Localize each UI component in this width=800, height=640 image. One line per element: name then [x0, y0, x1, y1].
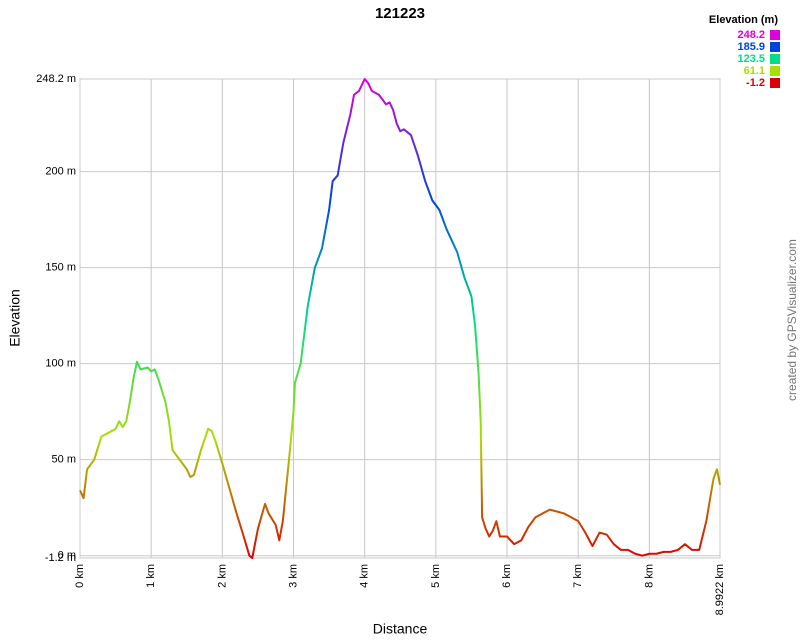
- legend-swatch: [770, 66, 780, 76]
- credit: created by GPSVisualizer.com: [785, 239, 799, 401]
- x-axis-label: Distance: [373, 621, 428, 637]
- legend-title: Elevation (m): [709, 14, 778, 26]
- legend-swatch: [770, 42, 780, 52]
- x-tick-label: 6 km: [501, 564, 513, 588]
- elevation-line: [79, 78, 721, 559]
- y-tick-label: 200 m: [45, 165, 76, 177]
- y-tick-label: 100 m: [45, 358, 76, 370]
- legend-label: -1.2: [746, 77, 765, 89]
- legend-swatch: [770, 54, 780, 64]
- legend-label: 185.9: [737, 41, 765, 53]
- chart-title: 121223: [375, 5, 425, 22]
- legend-label: 123.5: [737, 53, 765, 65]
- y-tick-label: 50 m: [52, 454, 76, 466]
- legend-swatch: [770, 78, 780, 88]
- x-tick-label: 8.9922 km: [714, 564, 726, 615]
- x-tick-label: 3 km: [287, 564, 299, 588]
- x-tick-label: 5 km: [430, 564, 442, 588]
- x-tick-label: 1 km: [145, 564, 157, 588]
- x-tick-label: 7 km: [572, 564, 584, 588]
- x-tick-label: 0 km: [74, 564, 86, 588]
- x-tick-label: 4 km: [359, 564, 371, 588]
- y-tick-label: -1.2 m: [45, 552, 76, 564]
- x-tick-label: 2 km: [216, 564, 228, 588]
- legend-label: 248.2: [737, 29, 765, 41]
- legend-label: 61.1: [744, 65, 765, 77]
- y-tick-label: 0 m: [58, 550, 76, 562]
- y-tick-label: 248.2 m: [36, 73, 76, 85]
- y-tick-label: 150 m: [45, 262, 76, 274]
- legend-swatch: [770, 30, 780, 40]
- y-axis-label: Elevation: [7, 289, 23, 347]
- x-tick-label: 8 km: [643, 564, 655, 588]
- plot-area: [79, 78, 721, 559]
